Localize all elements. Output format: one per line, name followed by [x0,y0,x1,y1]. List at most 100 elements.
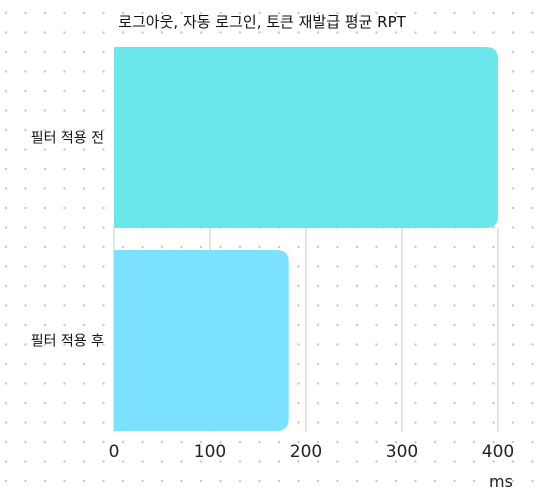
bar-1 [114,47,498,228]
background-dot [414,323,417,327]
background-dot [43,421,47,424]
background-dot [511,304,515,307]
background-dot [219,245,222,249]
background-dot [394,343,398,346]
background-dot [297,304,300,307]
chart-title: 로그아웃, 자동 로그인, 토큰 재발급 평균 RPT [118,13,406,31]
background-dot [511,89,515,93]
background-dot [4,89,8,93]
background-dot [121,479,125,483]
background-dot [492,323,495,327]
background-dot [277,11,281,15]
background-dot [102,11,105,15]
background-dot [43,89,47,93]
background-dot [453,265,456,268]
background-dot [492,226,495,229]
background-dot [160,11,164,15]
background-dot [141,11,144,15]
category-label-1: 필터 적용 전 [31,131,104,147]
background-dot [492,31,495,34]
background-dot [531,460,534,463]
background-dot [453,304,456,307]
background-dot [453,11,456,15]
background-dot [180,440,183,444]
background-dot [453,479,456,483]
background-dot [531,440,534,444]
background-dot [4,70,8,73]
background-dot [453,460,456,463]
background-dot [433,401,437,405]
background-dot [180,11,183,15]
background-dot [531,245,534,249]
background-dot [24,245,27,249]
background-dot [531,362,534,366]
background-dot [472,323,476,327]
x-tick-label-300: 300 [386,442,418,462]
background-dot [102,460,105,463]
background-dot [24,421,27,424]
background-dot [82,109,86,112]
background-dot [4,226,8,229]
background-dot [199,479,203,483]
background-dot [336,245,339,249]
background-dot [24,460,27,463]
background-dot [531,89,534,93]
background-dot [433,460,437,463]
background-dot [180,245,183,249]
background-dot [414,401,417,405]
background-dot [24,440,27,444]
background-dot [433,382,437,385]
background-dot [63,11,66,15]
background-dot [531,323,534,327]
background-dot [141,31,144,34]
background-dot [511,343,515,346]
background-dot [511,362,515,366]
background-dot [24,343,27,346]
background-dot [531,31,534,34]
background-dot [102,362,105,366]
background-dot [297,31,300,34]
background-dot [316,304,320,307]
background-dot [414,479,417,483]
background-dot [4,460,8,463]
background-dot [394,284,398,288]
background-dot [4,109,8,112]
background-dot [492,284,495,288]
category-labels: 필터 적용 전필터 적용 후 [31,131,104,350]
background-dot [121,440,125,444]
background-dot [414,343,417,346]
background-dot [414,362,417,366]
background-dot [511,70,515,73]
background-dot [297,382,300,385]
background-dot [102,31,105,34]
background-dot [355,479,359,483]
background-dot [414,304,417,307]
background-dot [238,440,242,444]
background-dot [414,265,417,268]
background-dot [63,323,66,327]
background-dot [433,265,437,268]
background-dot [102,440,105,444]
background-dot [355,440,359,444]
background-dot [375,440,378,444]
background-dot [63,148,66,151]
background-dot [531,421,534,424]
background-dot [511,479,515,483]
background-dot [394,31,398,34]
background-dot [238,31,242,34]
background-dot [82,343,86,346]
background-dot [43,187,47,190]
background-dot [24,109,27,112]
background-dot [297,479,300,483]
background-dot [433,11,437,15]
background-dot [43,245,47,249]
background-dot [219,460,222,463]
background-dot [4,31,8,34]
background-dot [472,265,476,268]
x-axis-unit: ms [489,472,513,491]
background-dot [453,284,456,288]
background-dot [394,245,398,249]
background-dot [43,128,47,132]
background-dot [82,70,86,73]
background-dot [316,31,320,34]
